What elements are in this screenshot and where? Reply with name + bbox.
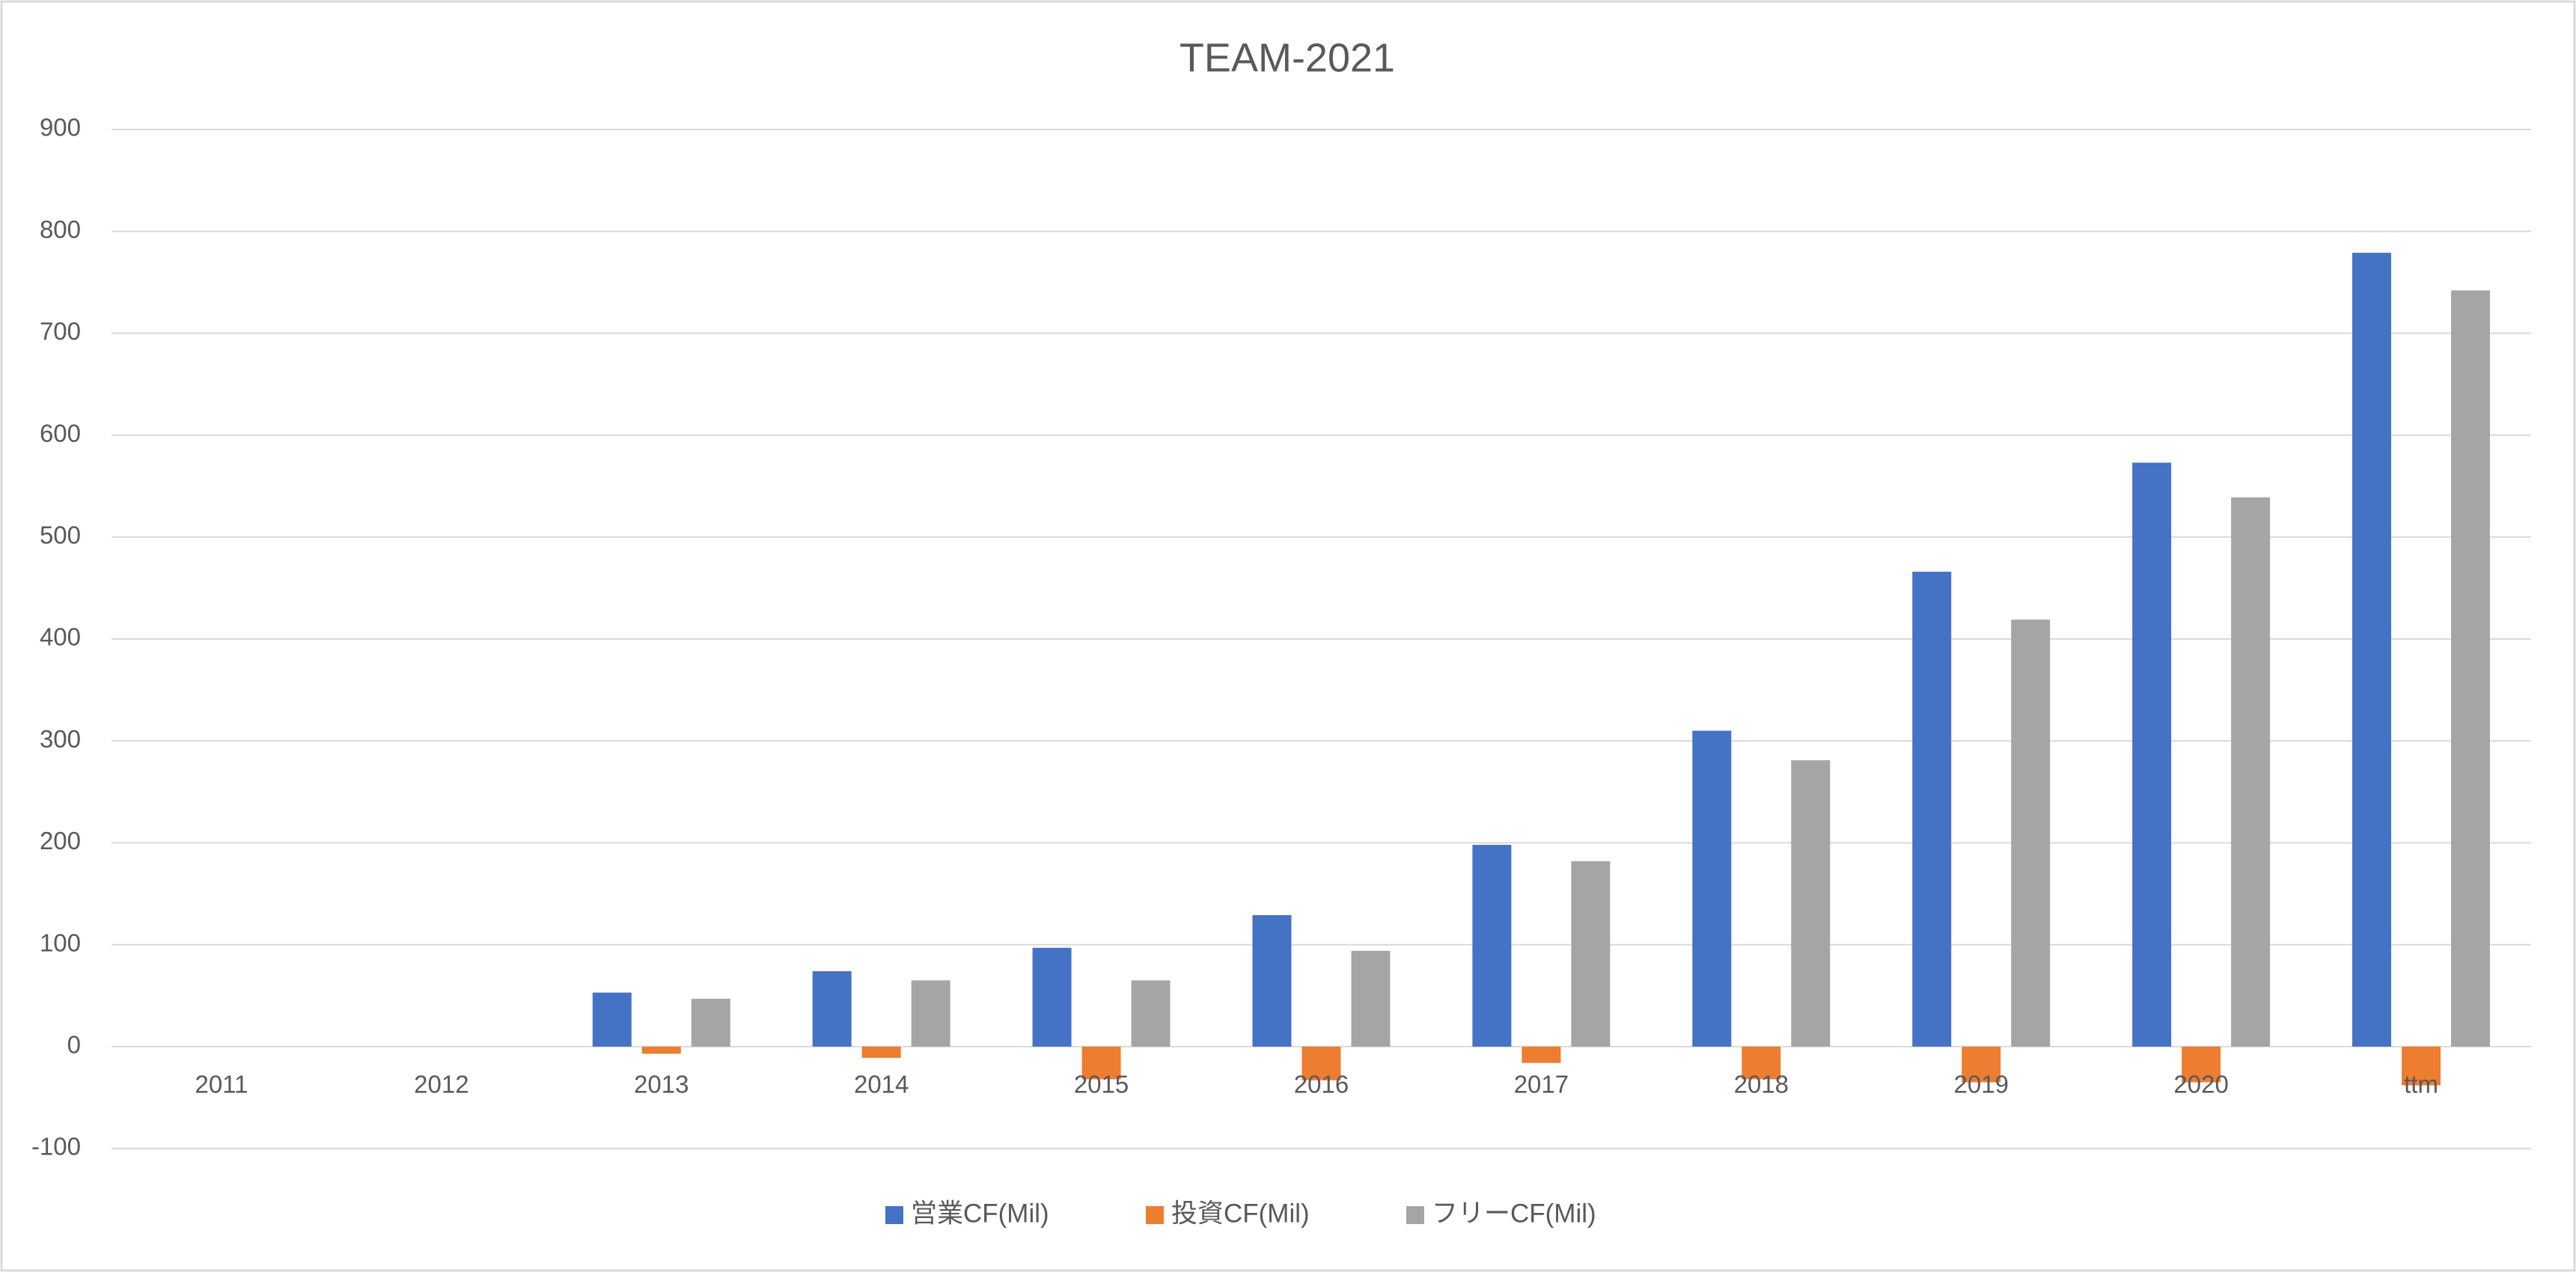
bar	[1912, 572, 1952, 1047]
y-tick-label: 0	[67, 1031, 81, 1059]
legend-swatch	[885, 1206, 903, 1224]
legend-swatch	[1406, 1206, 1424, 1224]
y-tick-label: 100	[40, 929, 81, 956]
y-tick-label: 900	[40, 114, 81, 141]
bar	[2451, 290, 2491, 1047]
bar	[1962, 1046, 2001, 1083]
bar	[812, 971, 852, 1047]
bar	[691, 998, 730, 1047]
x-tick-label: 2016	[1294, 1071, 1349, 1098]
bar	[1522, 1046, 1561, 1063]
bar	[2182, 1046, 2221, 1083]
y-tick-label: 500	[40, 522, 81, 549]
y-tick-label: -100	[31, 1133, 81, 1161]
bar	[911, 980, 950, 1047]
bar	[1252, 915, 1292, 1047]
y-tick-label: 800	[40, 215, 81, 243]
bar	[641, 1046, 681, 1054]
x-tick-label: 2020	[2173, 1071, 2228, 1098]
bar	[1351, 950, 1391, 1047]
y-tick-label: 700	[40, 317, 81, 345]
bar	[1472, 845, 1512, 1047]
bar	[2132, 462, 2172, 1047]
chart-title: TEAM-2021	[1179, 35, 1395, 80]
y-tick-label: 600	[40, 419, 81, 447]
bar	[2352, 252, 2392, 1047]
legend-swatch	[1146, 1206, 1164, 1224]
x-tick-label: 2019	[1954, 1071, 2009, 1098]
bar	[1131, 980, 1171, 1047]
x-tick-label: 2018	[1734, 1071, 1789, 1098]
y-tick-label: 300	[40, 725, 81, 753]
bar	[1081, 1046, 1121, 1080]
y-tick-label: 200	[40, 827, 81, 854]
bar	[1301, 1046, 1341, 1080]
x-tick-label: 2015	[1074, 1071, 1129, 1098]
bar	[592, 992, 632, 1047]
bar	[1791, 760, 1831, 1047]
legend-label: 営業CF(Mil)	[911, 1199, 1049, 1228]
x-tick-label: 2014	[854, 1071, 909, 1098]
bar	[1742, 1046, 1781, 1080]
legend-label: フリーCF(Mil)	[1432, 1199, 1596, 1228]
bar	[2011, 620, 2051, 1047]
bar	[1692, 730, 1732, 1047]
x-tick-label: 2017	[1514, 1071, 1569, 1098]
bar	[1571, 860, 1611, 1047]
legend-label: 投資CF(Mil)	[1171, 1199, 1310, 1228]
bar	[861, 1046, 901, 1058]
bar	[2231, 497, 2271, 1047]
x-tick-label: 2011	[195, 1071, 248, 1098]
x-tick-label: ttm	[2404, 1071, 2438, 1098]
y-tick-label: 400	[40, 623, 81, 651]
bar	[1032, 947, 1072, 1047]
x-tick-label: 2012	[414, 1071, 468, 1098]
x-tick-label: 2013	[634, 1071, 689, 1098]
bar	[2402, 1046, 2441, 1086]
